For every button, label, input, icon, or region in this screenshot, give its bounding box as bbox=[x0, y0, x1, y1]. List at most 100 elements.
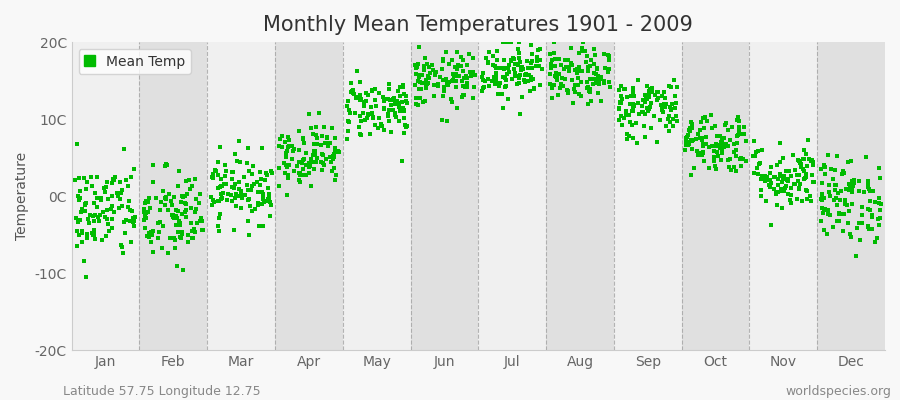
Point bbox=[349, 95, 364, 101]
Point bbox=[328, 147, 342, 154]
Point bbox=[295, 134, 310, 141]
Point bbox=[353, 97, 367, 103]
Point bbox=[659, 101, 673, 108]
Point bbox=[99, 233, 113, 239]
Point bbox=[860, 224, 875, 230]
Point bbox=[411, 74, 426, 80]
Point bbox=[315, 133, 329, 139]
Point bbox=[784, 172, 798, 179]
Point bbox=[797, 175, 812, 181]
Point bbox=[317, 162, 331, 168]
Point bbox=[827, 182, 842, 188]
Point bbox=[574, 45, 589, 52]
Point bbox=[169, 262, 184, 269]
Point bbox=[789, 196, 804, 202]
Point bbox=[626, 102, 641, 108]
Point bbox=[392, 93, 407, 99]
Point bbox=[784, 200, 798, 206]
Point bbox=[256, 193, 270, 199]
Point bbox=[758, 178, 772, 184]
Point bbox=[292, 170, 307, 176]
Point bbox=[188, 196, 202, 202]
Point bbox=[591, 73, 606, 80]
Point bbox=[392, 84, 407, 90]
Point bbox=[175, 231, 189, 238]
Point bbox=[212, 158, 226, 165]
Point bbox=[297, 172, 311, 179]
Point bbox=[510, 62, 525, 68]
Point bbox=[644, 86, 658, 92]
Point bbox=[657, 89, 671, 96]
Point bbox=[307, 148, 321, 154]
Point bbox=[440, 80, 454, 86]
Point bbox=[207, 198, 221, 205]
Point bbox=[486, 62, 500, 68]
Point bbox=[90, 195, 104, 201]
Point bbox=[353, 112, 367, 119]
Point bbox=[780, 176, 795, 182]
Point bbox=[341, 118, 356, 124]
Point bbox=[375, 93, 390, 100]
Point bbox=[733, 118, 747, 124]
Point bbox=[235, 193, 249, 199]
Point bbox=[638, 92, 652, 98]
Point bbox=[160, 162, 175, 168]
Point bbox=[526, 76, 540, 82]
Point bbox=[127, 217, 141, 224]
Point bbox=[225, 169, 239, 176]
Point bbox=[417, 63, 431, 69]
Point bbox=[705, 143, 719, 149]
Point bbox=[306, 131, 320, 137]
Point bbox=[846, 182, 860, 189]
Point bbox=[778, 168, 793, 174]
Point bbox=[695, 135, 709, 141]
Point bbox=[341, 119, 356, 126]
Point bbox=[715, 138, 729, 144]
Point bbox=[546, 50, 561, 56]
Point bbox=[420, 73, 435, 79]
Point bbox=[122, 198, 137, 204]
Point bbox=[231, 138, 246, 144]
Point bbox=[253, 169, 267, 175]
Point bbox=[499, 75, 513, 81]
Point bbox=[68, 176, 83, 183]
Point bbox=[178, 209, 193, 215]
Point bbox=[188, 209, 202, 215]
Point bbox=[85, 183, 99, 189]
Bar bbox=[72, 42, 140, 350]
Point bbox=[76, 230, 90, 236]
Point bbox=[463, 68, 477, 75]
Point bbox=[107, 177, 122, 184]
Point bbox=[516, 64, 530, 70]
Point bbox=[98, 214, 112, 221]
Point bbox=[650, 139, 664, 145]
Point bbox=[292, 159, 307, 165]
Point bbox=[100, 216, 114, 222]
Point bbox=[358, 90, 373, 96]
Point bbox=[415, 80, 429, 86]
Point bbox=[619, 136, 634, 142]
Point bbox=[580, 84, 595, 90]
Point bbox=[411, 61, 426, 67]
Point bbox=[544, 84, 559, 91]
Point bbox=[397, 90, 411, 97]
Point bbox=[638, 110, 652, 117]
Point bbox=[803, 193, 817, 200]
Point bbox=[158, 202, 172, 208]
Point bbox=[517, 77, 531, 83]
Point bbox=[561, 88, 575, 94]
Point bbox=[428, 72, 443, 78]
Point bbox=[454, 93, 469, 100]
Point bbox=[274, 144, 289, 151]
Point bbox=[644, 100, 659, 106]
Point bbox=[152, 228, 166, 235]
Point bbox=[861, 178, 876, 184]
Point bbox=[597, 80, 611, 86]
Point bbox=[482, 49, 496, 55]
Point bbox=[716, 144, 731, 150]
Point bbox=[842, 186, 856, 193]
Point bbox=[572, 63, 586, 70]
Point bbox=[853, 237, 868, 244]
Point bbox=[302, 170, 317, 177]
Point bbox=[446, 71, 461, 78]
